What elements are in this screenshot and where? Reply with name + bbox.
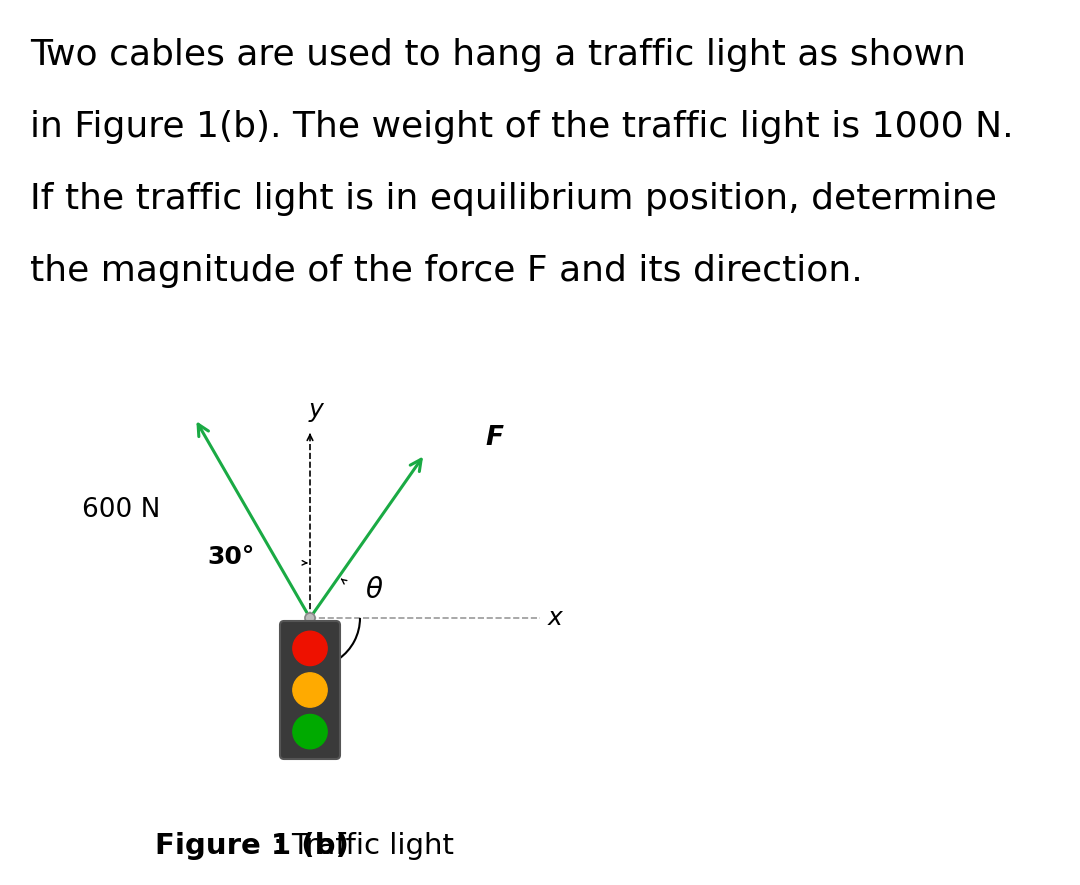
Circle shape [293, 714, 327, 749]
Text: If the traffic light is in equilibrium position, determine: If the traffic light is in equilibrium p… [30, 182, 997, 216]
Text: the magnitude of the force F and its direction.: the magnitude of the force F and its dir… [30, 254, 863, 288]
Text: 30°: 30° [207, 545, 255, 569]
Text: F: F [485, 425, 503, 451]
Circle shape [293, 673, 327, 707]
Text: θ: θ [365, 576, 382, 604]
Text: in Figure 1(b). The weight of the traffic light is 1000 N.: in Figure 1(b). The weight of the traffi… [30, 110, 1014, 144]
FancyBboxPatch shape [280, 621, 340, 759]
Text: y: y [309, 398, 323, 422]
Text: 600 N: 600 N [82, 497, 160, 523]
Text: x: x [548, 606, 563, 630]
Text: : Traffic light: : Traffic light [273, 832, 454, 860]
Text: Figure 1 (b): Figure 1 (b) [156, 832, 349, 860]
Text: Two cables are used to hang a traffic light as shown: Two cables are used to hang a traffic li… [30, 38, 966, 72]
Circle shape [293, 631, 327, 666]
Circle shape [305, 613, 315, 623]
